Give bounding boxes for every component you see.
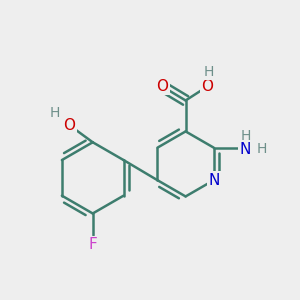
Text: N: N xyxy=(239,142,251,157)
Text: O: O xyxy=(64,118,76,133)
Text: O: O xyxy=(201,79,213,94)
Text: N: N xyxy=(208,173,219,188)
Text: O: O xyxy=(156,79,168,94)
Text: F: F xyxy=(88,237,97,252)
Text: H: H xyxy=(50,106,60,121)
Text: H: H xyxy=(204,65,214,79)
Text: H: H xyxy=(256,142,267,156)
Text: H: H xyxy=(241,129,251,143)
